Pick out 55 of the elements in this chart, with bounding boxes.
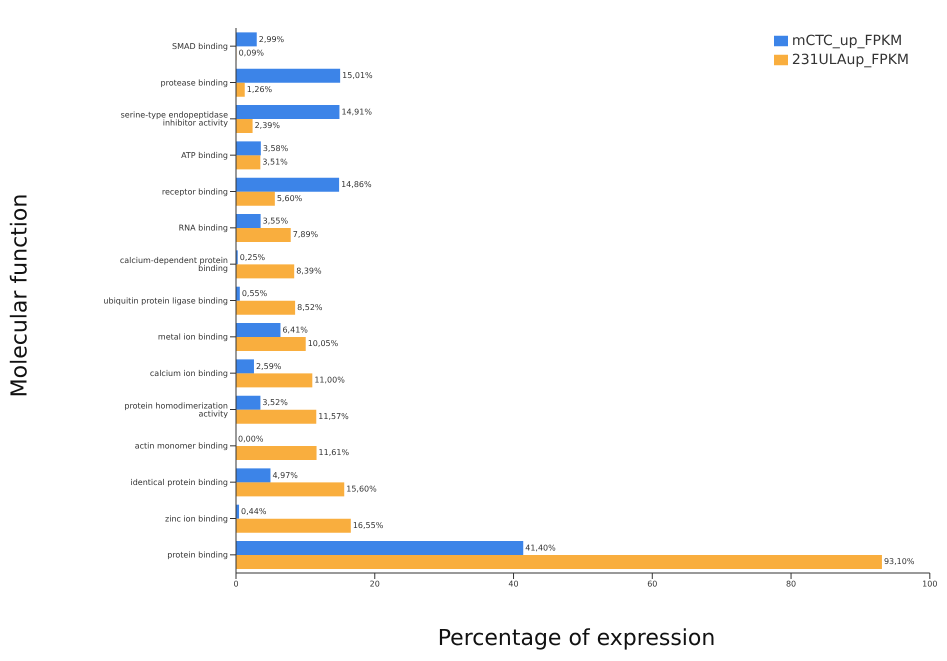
data-label: 5,60% bbox=[276, 194, 303, 203]
data-label: 0,44% bbox=[241, 507, 267, 516]
x-tick-label: 20 bbox=[370, 580, 380, 589]
y-tick-label: serine-type endopeptidase inhibitor activity bbox=[120, 110, 228, 128]
data-label: 7,89% bbox=[292, 230, 319, 240]
y-tick-label: metal ion binding bbox=[158, 332, 228, 342]
data-label: 1,26% bbox=[246, 84, 273, 94]
data-label: 0,00% bbox=[238, 434, 264, 444]
y-tick-label: ATP binding bbox=[181, 151, 228, 160]
legend-label: mCTC_up_FPKM bbox=[792, 33, 902, 49]
y-tick-label: zinc ion binding bbox=[165, 514, 228, 524]
y-tick-label: protein homodimerization activity bbox=[124, 401, 228, 418]
data-label: 8,52% bbox=[297, 302, 323, 312]
data-label: 8,39% bbox=[296, 266, 322, 276]
y-axis-title: Molecular function bbox=[8, 194, 33, 398]
data-label: 41,40% bbox=[525, 543, 556, 552]
data-label: 2,99% bbox=[258, 34, 285, 44]
x-tick-label: 80 bbox=[786, 580, 796, 589]
y-tick-label: actin monomer binding bbox=[134, 442, 228, 451]
y-tick-label: SMAD binding bbox=[172, 42, 228, 52]
data-label: 15,60% bbox=[346, 484, 378, 494]
x-axis-title: Percentage of expression bbox=[436, 626, 716, 651]
data-label: 11,00% bbox=[314, 376, 346, 385]
data-label: 11,61% bbox=[318, 448, 350, 458]
x-tick-label: 100 bbox=[922, 580, 938, 589]
y-tick-label: calcium-dependent protein binding bbox=[120, 256, 228, 274]
data-label: 3,55% bbox=[262, 216, 288, 226]
data-label: 2,59% bbox=[256, 362, 282, 371]
data-label: 0,25% bbox=[240, 252, 266, 262]
data-label: 2,39% bbox=[254, 121, 280, 130]
data-label: 93,10% bbox=[884, 557, 915, 566]
x-tick-label: 60 bbox=[647, 580, 658, 589]
data-label: 0,09% bbox=[238, 48, 264, 58]
y-tick-label: protein binding bbox=[167, 550, 228, 560]
data-label: 15,01% bbox=[342, 71, 374, 80]
data-label: 16,55% bbox=[352, 520, 384, 530]
data-label: 4,97% bbox=[272, 470, 298, 480]
legend-label: 231ULAup_FPKM bbox=[792, 52, 909, 68]
x-tick-label: 40 bbox=[508, 580, 519, 589]
data-label: 3,58% bbox=[262, 144, 289, 153]
y-tick-label: RNA binding bbox=[178, 224, 228, 233]
data-label: 3,51% bbox=[262, 158, 288, 167]
y-tick-label: ubiquitin protein ligase binding bbox=[103, 296, 228, 306]
data-label: 3,52% bbox=[262, 398, 288, 408]
data-label: 10,05% bbox=[308, 339, 339, 348]
x-tick-label: 0 bbox=[233, 580, 239, 589]
y-tick-label: protease binding bbox=[160, 78, 228, 88]
data-label: 6,41% bbox=[282, 325, 308, 334]
y-tick-label: receptor binding bbox=[162, 187, 228, 196]
data-label: 11,57% bbox=[318, 412, 350, 421]
data-label: 14,86% bbox=[341, 180, 372, 190]
y-tick-label: calcium ion binding bbox=[150, 369, 228, 378]
y-tick-label: identical protein binding bbox=[130, 478, 228, 488]
data-label: 14,91% bbox=[341, 107, 372, 116]
data-label: 0,55% bbox=[242, 289, 268, 298]
